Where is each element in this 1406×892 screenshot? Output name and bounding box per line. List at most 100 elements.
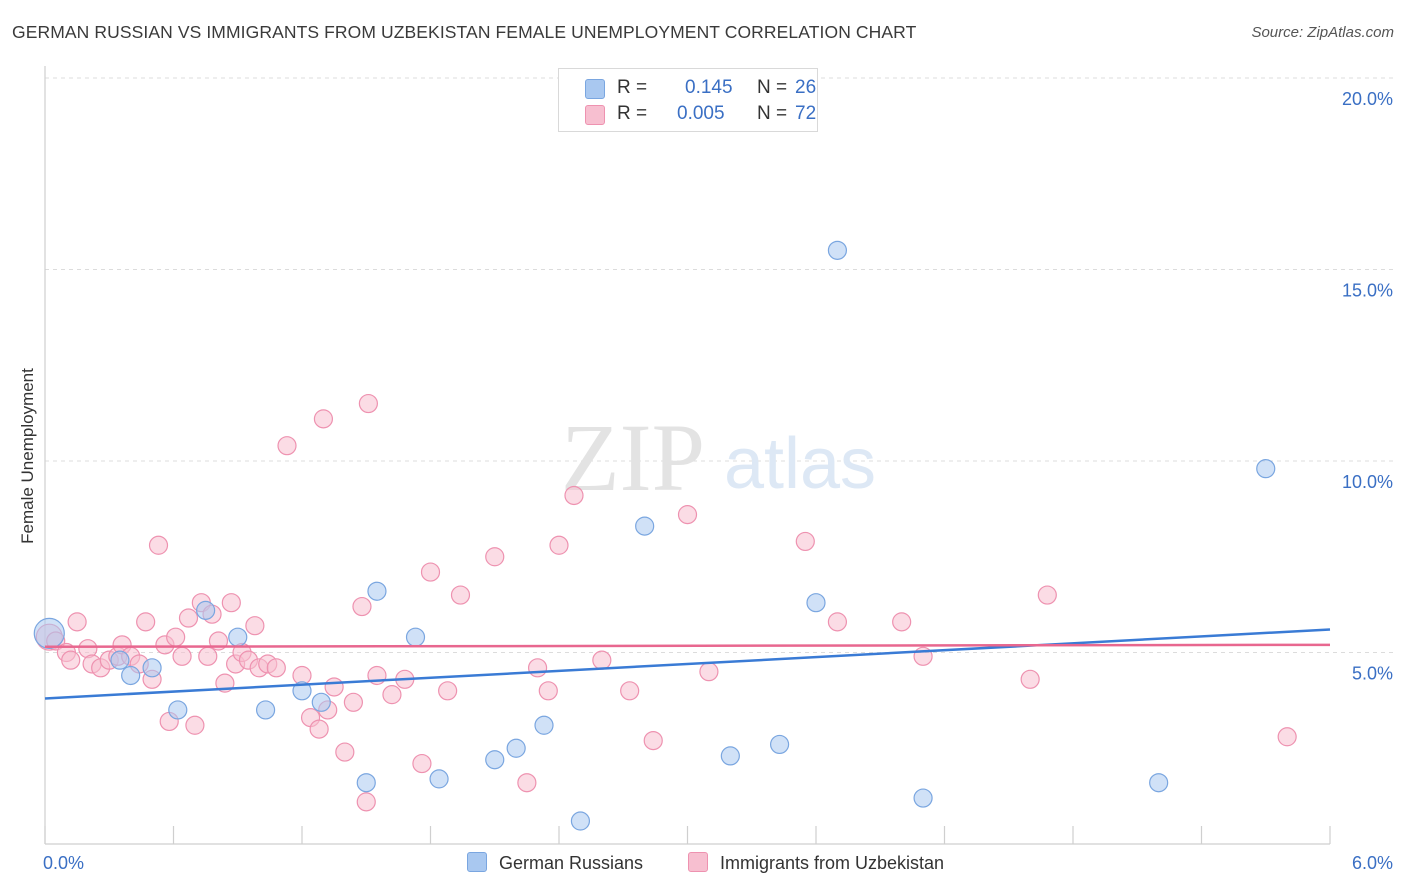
watermark: ZIP atlas <box>561 404 876 511</box>
uzbekistan-point <box>148 535 169 555</box>
uzbekistan-point <box>335 742 355 762</box>
german-russian-point <box>570 811 591 831</box>
uzbekistan-point <box>309 719 329 739</box>
german-russian-point <box>142 658 162 678</box>
uzbekistan-point <box>1277 727 1297 747</box>
uzbekistan-point <box>178 608 199 628</box>
uzbekistan-point <box>266 658 286 678</box>
uzbekistan-point <box>324 677 344 697</box>
source-label: Source: ZipAtlas.com <box>1251 24 1394 41</box>
german-russian-point <box>1149 773 1169 793</box>
uzbekistan-point <box>538 681 558 701</box>
german-russian-point <box>168 700 188 720</box>
legend-series-label: German Russians <box>499 853 644 873</box>
german-russian-point <box>311 692 331 712</box>
german-russian-point <box>534 715 554 735</box>
uzbekistan-point <box>892 612 912 632</box>
legend-swatch-pink <box>585 105 605 125</box>
y-tick-label: 15.0% <box>1342 281 1393 301</box>
uzbekistan-point <box>643 730 663 751</box>
german-russian-point <box>228 627 248 647</box>
uzbekistan-point <box>61 650 81 670</box>
trend-line-uzbekistan <box>44 643 1331 649</box>
uzbekistan-point <box>485 547 505 567</box>
uzbekistan-point <box>358 393 378 414</box>
uzbekistan-point <box>564 485 584 506</box>
german-russian-point <box>769 734 790 755</box>
german-russian-point <box>1256 459 1276 479</box>
y-tick-label: 10.0% <box>1342 472 1393 492</box>
bottom-legend-uzbekistan: Immigrants from Uzbekistan <box>688 852 944 874</box>
german-russian-point <box>485 750 505 770</box>
german-russian-point <box>292 681 312 701</box>
german-russian-point <box>33 617 65 649</box>
x-tick-label: 6.0% <box>1352 853 1393 873</box>
uzbekistan-point <box>438 681 458 701</box>
legend-swatch-pink <box>688 852 708 872</box>
uzbekistan-point <box>166 627 186 647</box>
german-russian-point <box>827 240 848 260</box>
correlation-legend: R = 0.145 N = 26 R = 0.005 N = 72 <box>558 68 818 132</box>
uzbekistan-point <box>827 612 848 632</box>
legend-n-value: 26 <box>795 77 817 98</box>
german-russian-point <box>429 769 449 789</box>
uzbekistan-point <box>245 616 265 636</box>
uzbekistan-point <box>221 593 241 613</box>
german-russian-point <box>110 650 130 670</box>
watermark-atlas: atlas <box>724 424 876 504</box>
tick-labels: 5.0% 10.0% 15.0% 20.0% 0.0% 6.0% <box>43 89 1393 873</box>
x-tick-label: 0.0% <box>43 853 84 873</box>
uzbekistan-point <box>795 531 815 552</box>
german-russian-point <box>367 581 387 601</box>
uzbekistan-point <box>136 612 156 632</box>
german-russian-point <box>121 665 141 686</box>
uzbekistan-point <box>699 662 719 682</box>
y-tick-label: 20.0% <box>1342 89 1393 109</box>
trend-line-german-russians <box>44 628 1331 700</box>
uzbekistan-point <box>356 792 376 812</box>
bottom-legend-german-russians: German Russians <box>467 852 643 874</box>
uzbekistan-point <box>527 658 548 678</box>
uzbekistan-point <box>352 596 372 617</box>
german-russian-point <box>356 773 376 793</box>
chart-title: GERMAN RUSSIAN VS IMMIGRANTS FROM UZBEKI… <box>12 22 917 42</box>
legend-r-value: 0.005 <box>677 103 725 124</box>
y-axis-label: Female Unemployment <box>18 368 37 544</box>
uzbekistan-point <box>549 535 569 555</box>
legend-r-label: R = <box>617 77 648 98</box>
uzbekistan-point <box>185 715 205 735</box>
german-russian-point <box>405 627 426 647</box>
german-russian-point <box>506 738 526 758</box>
trend-lines <box>44 628 1331 700</box>
y-tick-label: 5.0% <box>1352 664 1393 684</box>
german-russian-point <box>255 700 276 720</box>
legend-r-value: 0.145 <box>685 77 733 98</box>
uzbekistan-point <box>1020 669 1040 689</box>
data-points <box>33 240 1297 831</box>
german-russian-point <box>806 593 826 613</box>
uzbekistan-point <box>450 585 471 605</box>
german-russian-point <box>635 516 655 536</box>
axes <box>44 66 1331 845</box>
uzbekistan-point <box>677 505 698 525</box>
uzbekistan-point <box>343 692 363 712</box>
legend-series-label: Immigrants from Uzbekistan <box>720 853 945 873</box>
uzbekistan-point <box>172 646 192 666</box>
uzbekistan-point <box>592 650 612 670</box>
uzbekistan-point <box>277 436 297 456</box>
grid-lines <box>45 77 1393 653</box>
uzbekistan-point <box>420 562 441 582</box>
uzbekistan-point <box>412 753 432 774</box>
legend-n-label: N = <box>757 77 788 98</box>
uzbekistan-point <box>620 681 640 701</box>
legend-r-label: R = <box>617 103 648 124</box>
legend-swatch-blue <box>585 79 605 99</box>
uzbekistan-point <box>67 612 87 632</box>
german-russian-point <box>720 746 740 766</box>
german-russian-point <box>196 600 216 620</box>
uzbekistan-point <box>517 773 537 793</box>
legend-swatch-blue <box>467 852 487 872</box>
uzbekistan-point <box>198 646 218 666</box>
legend-n-value: 72 <box>795 103 817 124</box>
